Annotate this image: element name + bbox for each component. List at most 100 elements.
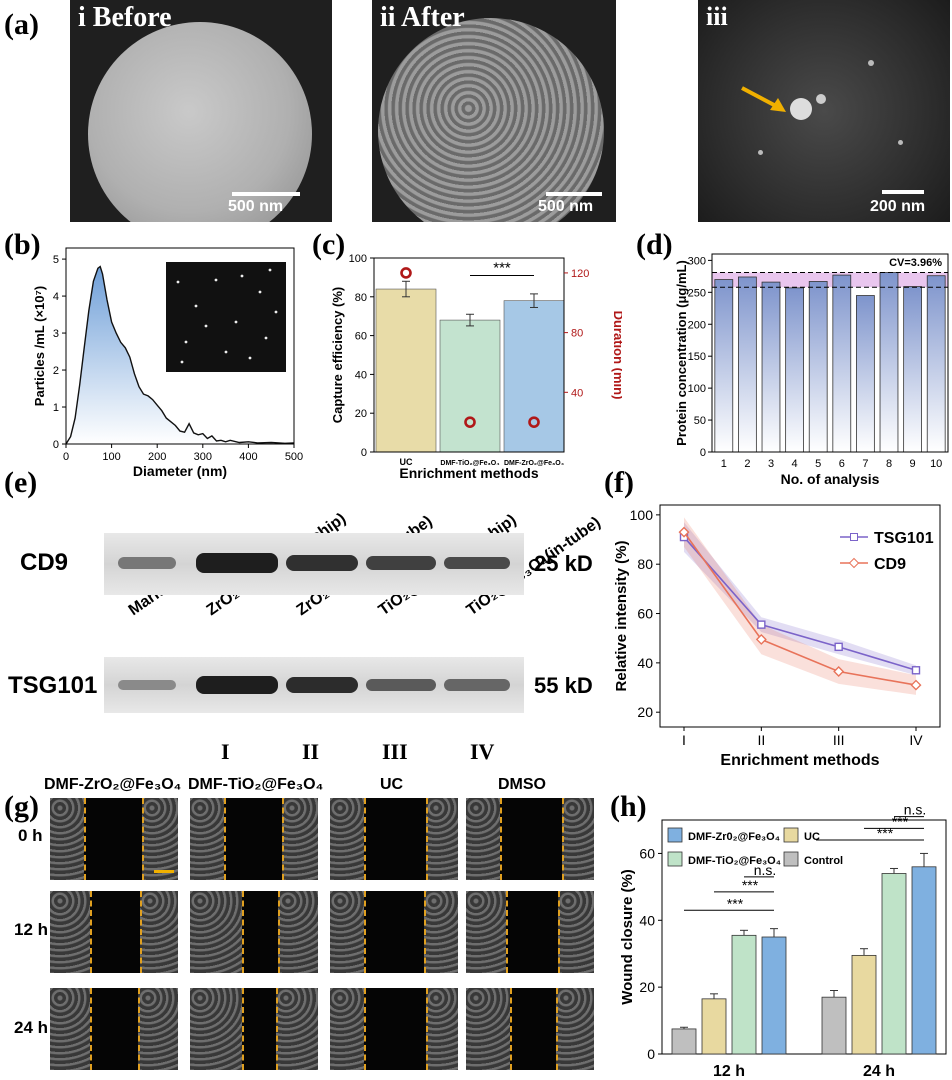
x-tick-label: II bbox=[757, 732, 765, 748]
x-tick-label: 4 bbox=[792, 458, 798, 470]
y-tick-label: 0 bbox=[53, 439, 59, 451]
chart-particle-size: 0 100 200 300 400 500 0 1 2 3 4 5 Diameter (nm) Parti… bbox=[32, 247, 303, 479]
cell-region bbox=[466, 891, 506, 973]
cell-region bbox=[142, 798, 178, 880]
wound-gap bbox=[242, 891, 278, 973]
x-tick-label: IV bbox=[909, 732, 923, 748]
nta-particle bbox=[234, 320, 238, 324]
cell-region bbox=[426, 798, 458, 880]
nta-particle bbox=[184, 340, 188, 344]
x-tick-label: DMF-ZrO₂@Fe₃O₄ bbox=[504, 460, 564, 467]
x-tick-label: 6 bbox=[839, 458, 845, 470]
scale-bar-label: 500 nm bbox=[538, 198, 594, 215]
y-tick-label: 40 bbox=[355, 369, 367, 381]
x-tick-label: 9 bbox=[910, 458, 916, 470]
cell-region bbox=[330, 988, 364, 1070]
y-tick-label: 80 bbox=[637, 556, 653, 572]
legend-label: UC bbox=[804, 831, 820, 843]
cell-region bbox=[330, 798, 364, 880]
plot-frame bbox=[65, 247, 295, 445]
bar bbox=[821, 996, 847, 1055]
bar bbox=[701, 998, 727, 1055]
plot-frame bbox=[373, 257, 565, 453]
x-tick-label: 200 bbox=[148, 451, 166, 463]
row-label: 24 h bbox=[14, 1018, 49, 1037]
nta-particle bbox=[176, 280, 180, 284]
wound-image bbox=[50, 988, 178, 1070]
y-tick-label: 200 bbox=[688, 319, 706, 331]
significance-label: *** bbox=[727, 895, 744, 911]
y-tick-label: 5 bbox=[53, 254, 59, 266]
y-tick-label: 0 bbox=[361, 447, 367, 459]
y-axis-label: Protein concentration (μg/mL) bbox=[674, 260, 689, 446]
panel-label-b: (b) bbox=[4, 228, 41, 261]
y-tick-label: 0 bbox=[700, 447, 706, 459]
wound-gap bbox=[224, 798, 282, 880]
legend-swatch bbox=[783, 827, 799, 843]
cell-region bbox=[424, 891, 458, 973]
bar bbox=[785, 287, 804, 453]
wound-image bbox=[330, 891, 458, 973]
nta-particle bbox=[258, 290, 262, 294]
wound-gap bbox=[364, 891, 424, 973]
bar bbox=[761, 936, 787, 1055]
y-tick-label: 150 bbox=[688, 351, 706, 363]
wound-edge-line bbox=[90, 988, 92, 1070]
nta-particle bbox=[180, 360, 184, 364]
wound-edge-line bbox=[138, 988, 140, 1070]
col-label: DMF-ZrO₂@Fe₃O₄ bbox=[44, 776, 182, 793]
wound-edge-line bbox=[142, 798, 144, 880]
bar bbox=[881, 873, 907, 1055]
wound-edge-line bbox=[506, 891, 508, 973]
y2-axis-label: Duration (min) bbox=[611, 311, 622, 400]
plot-frame bbox=[711, 253, 949, 453]
sem-image-before: i Before 500 nm bbox=[70, 0, 332, 222]
series-line bbox=[683, 536, 917, 672]
y-tick-label: 40 bbox=[639, 912, 655, 928]
legend-marker bbox=[848, 557, 860, 569]
chart-wound-closure: 12 h******n.s.24 h******n.s.0204060Wound… bbox=[619, 806, 947, 1080]
col-label: DMSO bbox=[498, 776, 546, 793]
significance-label: *** bbox=[892, 813, 909, 829]
y2-tick-label: 40 bbox=[571, 387, 583, 399]
wound-edge-line bbox=[276, 988, 278, 1070]
kd-label-25: 25 kD bbox=[534, 551, 593, 576]
wound-image bbox=[466, 891, 594, 973]
scale-bar bbox=[232, 192, 300, 196]
wound-edge-line bbox=[90, 891, 92, 973]
cell-region bbox=[190, 798, 224, 880]
x-tick-label: 2 bbox=[744, 458, 750, 470]
bar bbox=[832, 274, 852, 453]
cell-region bbox=[190, 891, 242, 973]
nta-inset-image bbox=[166, 262, 286, 372]
legend-label: Control bbox=[804, 855, 843, 867]
x-tick-label: 7 bbox=[862, 458, 868, 470]
panel-label-c: (c) bbox=[312, 228, 346, 261]
row-label-cd9: CD9 bbox=[20, 549, 69, 576]
scale-bar-label: 500 nm bbox=[228, 198, 284, 215]
wound-gap bbox=[506, 891, 558, 973]
roman-label: III bbox=[382, 739, 408, 764]
panel-label-a: (a) bbox=[4, 8, 39, 41]
bar bbox=[911, 866, 937, 1055]
x-axis-label: Enrichment methods bbox=[399, 465, 538, 481]
wound-edge-line bbox=[242, 891, 244, 973]
significance-label: *** bbox=[877, 825, 894, 841]
x-tick-label: 100 bbox=[102, 451, 120, 463]
wound-gap bbox=[364, 988, 426, 1070]
col-label: UC bbox=[380, 776, 404, 793]
roman-label: I bbox=[221, 739, 230, 764]
wound-gap bbox=[364, 798, 426, 880]
image-title-after: ii After bbox=[380, 2, 465, 33]
chart-capture-efficiency: UC DMF-TiO₂@Fe₃O₄ DMF-ZrO₂@Fe₃O₄ 0 20 40 60 80 1… bbox=[330, 253, 622, 481]
y-tick-label: 0 bbox=[647, 1046, 655, 1062]
row-label-tsg101: TSG101 bbox=[8, 672, 98, 699]
x-tick-label: 300 bbox=[194, 451, 212, 463]
wound-gap bbox=[84, 798, 142, 880]
wound-image bbox=[466, 798, 594, 880]
x-tick-label: 3 bbox=[768, 458, 774, 470]
bar bbox=[808, 281, 828, 453]
x-axis-label: Diameter (nm) bbox=[133, 463, 227, 479]
wound-image bbox=[330, 988, 458, 1070]
